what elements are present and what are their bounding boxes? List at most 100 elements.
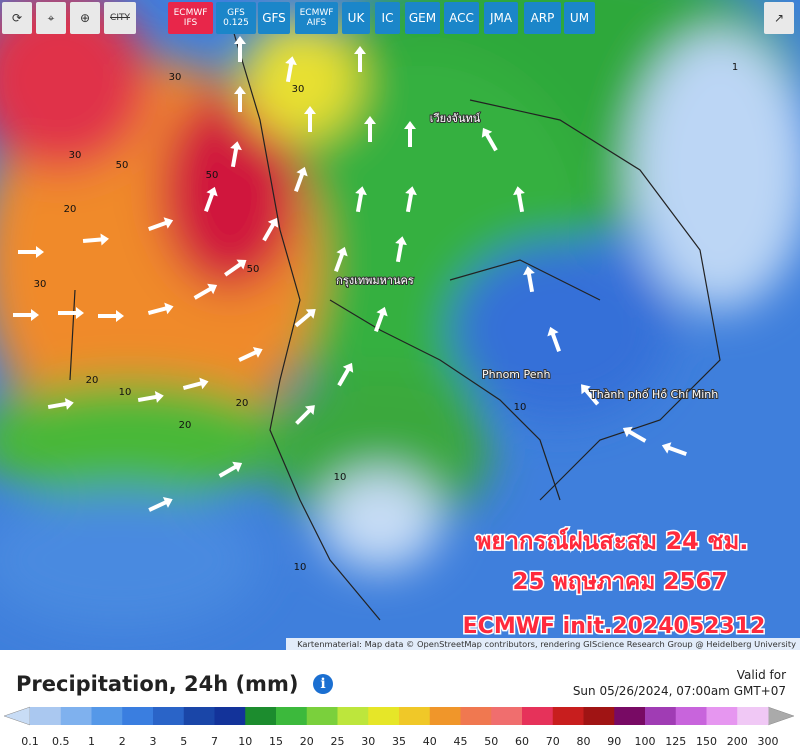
legend-swatch <box>737 707 769 725</box>
wind-arrow <box>334 246 348 272</box>
wind-arrow <box>147 302 174 316</box>
wind-arrow <box>355 186 367 213</box>
wind-arrow <box>285 56 297 83</box>
legend-label: 35 <box>392 735 406 748</box>
legend-label: 80 <box>577 735 591 748</box>
legend-swatch <box>245 707 277 725</box>
legend-swatch <box>183 707 215 725</box>
model-button[interactable]: UM <box>564 2 595 34</box>
legend-swatch <box>675 707 707 725</box>
contour-label: 50 <box>206 170 219 181</box>
legend-label: 100 <box>635 735 656 748</box>
legend-swatch <box>706 707 738 725</box>
city-toggle[interactable]: CITY <box>104 2 136 34</box>
wind-arrow <box>405 186 417 213</box>
contour-label: 10 <box>514 402 527 413</box>
footer: Precipitation, 24h (mm) i Valid for Sun … <box>0 650 800 749</box>
contour-label: 10 <box>334 472 347 483</box>
legend-swatch <box>522 707 554 725</box>
legend-label: 1 <box>88 735 95 748</box>
wind-arrow <box>148 497 173 512</box>
wind-arrow <box>622 426 647 443</box>
location-button[interactable]: ⌖ <box>36 2 66 34</box>
legend-label: 5 <box>180 735 187 748</box>
contour-label: 20 <box>236 398 249 409</box>
legend-label: 3 <box>150 735 157 748</box>
wind-arrow <box>364 116 376 142</box>
wind-arrow <box>182 377 209 391</box>
wind-arrow <box>262 217 279 242</box>
contour-label: 20 <box>86 375 99 386</box>
zoom-button[interactable]: ⊕ <box>70 2 100 34</box>
wind-arrow <box>354 46 366 72</box>
legend-swatch <box>306 707 338 725</box>
forecast-caption: 25 พฤษภาคม 2567 <box>513 569 728 595</box>
model-button[interactable]: ECMWF AIFS <box>295 2 338 34</box>
legend-swatch <box>122 707 154 725</box>
legend-swatch <box>583 707 615 725</box>
legend-label: 0.1 <box>21 735 39 748</box>
place-label: Phnom Penh <box>482 368 550 381</box>
legend-label: 125 <box>665 735 686 748</box>
contour-label: 1 <box>732 62 738 73</box>
legend-swatch <box>276 707 308 725</box>
wind-arrow <box>98 310 124 322</box>
model-button[interactable]: ACC <box>444 2 479 34</box>
place-label: กรุงเทพมหานคร <box>336 274 414 287</box>
legend-swatch <box>368 707 400 725</box>
wind-arrow <box>295 405 315 425</box>
model-button[interactable]: ARP <box>524 2 561 34</box>
wind-arrows <box>13 36 687 512</box>
borders <box>69 19 721 621</box>
attribution: Kartenmaterial: Map data © OpenStreetMap… <box>297 639 796 649</box>
legend-label: 200 <box>727 735 748 748</box>
model-button[interactable]: IC <box>375 2 400 34</box>
model-button[interactable]: GFS 0.125 <box>216 2 256 34</box>
legend-swatch <box>645 707 677 725</box>
forecast-caption: พยากรณ์ฝนสะสม 24 ชม. <box>476 527 749 555</box>
wind-arrow <box>230 141 242 168</box>
legend-label: 150 <box>696 735 717 748</box>
wind-arrow <box>294 166 308 192</box>
legend-swatch <box>614 707 646 725</box>
contour-label: 30 <box>69 150 82 161</box>
contour-label: 20 <box>64 204 77 215</box>
layer-title: Precipitation, 24h (mm) <box>16 672 299 696</box>
legend-label: 15 <box>269 735 283 748</box>
wind-arrow <box>218 461 243 478</box>
legend-swatch <box>460 707 492 725</box>
wind-arrow <box>234 36 246 62</box>
wind-arrow <box>513 186 525 213</box>
legend-label: 40 <box>423 735 437 748</box>
legend-swatch <box>30 707 62 725</box>
legend-label: 90 <box>607 735 621 748</box>
valid-time: Sun 05/26/2024, 07:00am GMT+07 <box>572 684 786 698</box>
model-button[interactable]: JMA <box>484 2 518 34</box>
contour-label: 30 <box>169 72 182 83</box>
model-button[interactable]: GEM <box>405 2 440 34</box>
contour-label: 30 <box>292 84 305 95</box>
wind-arrow <box>523 266 535 293</box>
place-label: Thành phố Hồ Chí Minh <box>589 388 718 401</box>
map: 30 50 20 30 50 20 30 20 10 20 10 50 30 10 10 1 Phnom Pen… <box>0 0 800 650</box>
attribution-bg <box>286 638 800 650</box>
info-button[interactable]: i <box>313 674 333 694</box>
legend-label: 2 <box>119 735 126 748</box>
map-labels: 30 50 20 30 50 20 30 20 10 20 10 50 30 10 10 1 Phnom Pen… <box>34 62 767 641</box>
legend-swatch <box>337 707 369 725</box>
contour-label: 50 <box>116 160 129 171</box>
legend-swatch <box>491 707 523 725</box>
legend-label: 30 <box>361 735 375 748</box>
wind-arrow <box>404 121 416 147</box>
legend-label: 25 <box>331 735 345 748</box>
legend: 0.1 0.5 1 2 3 5 7 10 15 20 25 30 35 40 45 50 60 70 80 90 100… <box>3 706 795 748</box>
refresh-button[interactable]: ⟳ <box>2 2 32 34</box>
contour-label: 10 <box>294 562 307 573</box>
legend-swatch <box>552 707 584 725</box>
model-button[interactable]: UK <box>342 2 370 34</box>
model-button[interactable]: ECMWF IFS <box>168 2 213 34</box>
contour-label: 50 <box>247 264 260 275</box>
model-button[interactable]: GFS <box>258 2 290 34</box>
share-button[interactable]: ↗ <box>764 2 794 34</box>
